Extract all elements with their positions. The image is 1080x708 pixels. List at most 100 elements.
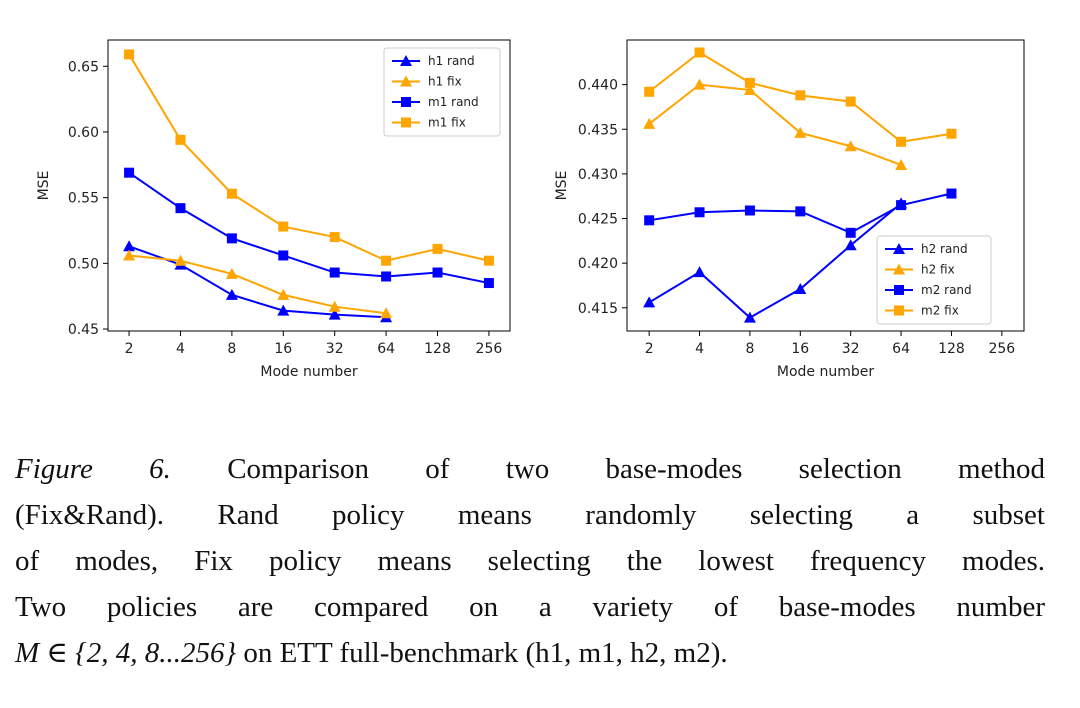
legend-label: h1 rand — [428, 54, 475, 68]
data-point-m2-rand — [946, 188, 957, 199]
legend-marker — [893, 263, 905, 275]
y-tick-label: 0.60 — [68, 125, 99, 141]
data-point-h1-rand — [328, 308, 341, 320]
y-tick-label: 0.420 — [578, 256, 618, 272]
y-axis-label: MSE — [554, 171, 570, 201]
caption-math: M ∈ {2, 4, 8...256} — [15, 637, 237, 669]
data-point-h1-fix — [380, 307, 393, 319]
y-tick-label: 0.415 — [578, 301, 618, 317]
legend-marker — [894, 285, 904, 295]
data-point-h1-fix — [225, 267, 238, 279]
legend-box — [383, 47, 501, 137]
data-point-h1-fix — [277, 288, 290, 300]
series-line-h1-rand — [128, 245, 387, 319]
y-tick-label: 0.425 — [578, 212, 618, 228]
x-tick-label: 8 — [227, 341, 236, 357]
x-tick-label: 32 — [842, 341, 860, 357]
data-point-h2-rand — [743, 311, 756, 323]
legend-marker — [400, 55, 412, 66]
data-point-m1-fix — [329, 232, 340, 243]
data-point-h2-fix — [743, 83, 756, 95]
x-tick-label: 128 — [424, 341, 451, 357]
data-point-m1-fix — [432, 243, 443, 254]
x-tick-label: 16 — [274, 341, 292, 357]
legend-marker — [893, 243, 905, 254]
data-point-m1-rand — [483, 278, 494, 289]
data-point-h1-fix — [123, 249, 136, 261]
legend-label: h1 fix — [428, 75, 462, 89]
y-tick-label: 0.440 — [578, 78, 618, 94]
data-point-m2-fix — [845, 96, 856, 107]
data-point-h1-rand — [277, 304, 290, 316]
data-point-m1-rand — [381, 271, 392, 282]
legend-label: h2 fix — [921, 263, 955, 277]
data-point-m1-rand — [432, 267, 443, 278]
data-point-m2-fix — [795, 90, 806, 101]
data-point-m1-rand — [278, 250, 289, 261]
series-line-m1-rand — [128, 171, 490, 285]
caption-text-1: Comparison of two base-modes selection m… — [227, 453, 1046, 485]
y-tick-label: 0.435 — [578, 122, 618, 138]
x-tick-label: 2 — [645, 341, 654, 357]
data-point-m2-rand — [896, 200, 907, 211]
y-tick-label: 0.65 — [68, 59, 99, 75]
data-point-h1-fix — [174, 254, 187, 266]
chart-2: 2 4 8 16 32 64 128 256 0.415 0.420 0.425 0.430 0.435… — [554, 39, 1025, 380]
data-point-m2-rand — [694, 207, 705, 218]
data-point-h2-rand — [794, 283, 807, 295]
data-point-m1-fix — [483, 255, 494, 266]
data-point-m2-rand — [744, 205, 755, 216]
legend-marker — [401, 97, 411, 107]
x-tick-label: 64 — [892, 341, 910, 357]
data-point-m2-rand — [795, 206, 806, 217]
x-tick-label: 256 — [988, 341, 1015, 357]
caption-text-5: on ETT full-benchmark (h1, m1, h2, m2). — [243, 637, 728, 669]
data-point-m2-rand — [845, 227, 856, 238]
series-line-h1-fix — [128, 254, 387, 315]
x-tick-label: 4 — [176, 341, 185, 357]
data-point-m1-rand — [175, 203, 186, 214]
legend-label: m1 fix — [428, 116, 466, 130]
data-point-m2-fix — [694, 47, 705, 58]
data-point-m1-rand — [329, 267, 340, 278]
data-point-m2-rand — [644, 215, 655, 226]
data-point-h2-rand — [844, 239, 857, 251]
caption-text-2: (Fix&Rand). Rand policy means randomly s… — [15, 499, 1045, 531]
data-point-m2-fix — [896, 136, 907, 147]
figure: 2 4 8 16 32 64 128 256 0.45 0.50 0.55 0.60 0.65 Mode … — [36, 39, 1025, 380]
legend-label: m2 fix — [921, 304, 959, 318]
y-tick-label: 0.430 — [578, 167, 618, 183]
data-point-m2-fix — [744, 77, 755, 88]
legend-marker — [894, 305, 904, 316]
x-tick-label: 64 — [377, 341, 395, 357]
axes-frame — [626, 39, 1025, 332]
x-tick-label: 8 — [745, 341, 754, 357]
data-point-m1-fix — [226, 188, 237, 199]
data-point-h2-fix — [895, 158, 908, 170]
y-tick-label: 0.55 — [68, 191, 99, 207]
data-point-m1-fix — [381, 255, 392, 266]
x-tick-label: 2 — [125, 341, 134, 357]
series-line-h2-fix — [648, 83, 902, 166]
data-point-h2-fix — [844, 140, 857, 152]
y-tick-label: 0.50 — [68, 256, 99, 272]
legend-label: m1 rand — [428, 95, 479, 109]
legend-marker — [400, 75, 412, 87]
data-point-m1-rand — [226, 233, 237, 244]
x-axis-label: Mode number — [260, 364, 357, 380]
axes-frame — [107, 39, 511, 332]
caption-label: Figure 6. — [15, 453, 171, 485]
caption-text-4: Two policies are compared on a variety o… — [15, 591, 1045, 623]
legend-label: h2 rand — [921, 242, 968, 256]
data-point-m1-rand — [124, 167, 135, 178]
data-point-m1-fix — [278, 221, 289, 232]
x-tick-label: 4 — [695, 341, 704, 357]
caption-text-3: of modes, Fix policy means selecting the… — [15, 545, 1045, 577]
legend-box — [876, 235, 992, 325]
y-tick-label: 0.45 — [68, 322, 99, 338]
data-point-m2-fix — [644, 86, 655, 97]
data-point-h2-rand — [693, 266, 706, 278]
x-tick-label: 32 — [326, 341, 344, 357]
data-point-h2-fix — [693, 78, 706, 90]
data-point-h1-rand — [225, 288, 238, 300]
